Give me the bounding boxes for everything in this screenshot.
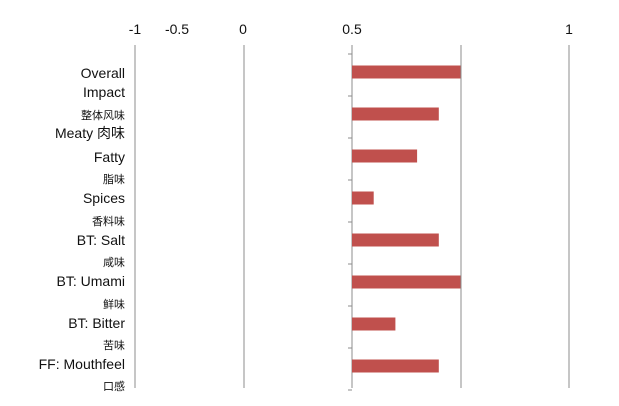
bar (352, 65, 461, 79)
category-label: BT: Salt (77, 232, 125, 248)
category-label-zh: 咸味 (103, 256, 125, 269)
bar (352, 107, 439, 121)
bar (352, 359, 439, 373)
x-tick-label: 1 (565, 21, 573, 37)
bar (352, 233, 439, 247)
category-label-zh: 脂味 (103, 172, 125, 186)
category-label: BT: Umami (57, 273, 125, 289)
category-label-zh: 口感 (103, 380, 125, 393)
x-tick-label: -1 (129, 21, 142, 37)
category-label: Fatty (94, 149, 125, 165)
category-label-zh: 整体风味 (81, 108, 125, 122)
category-label-zh: 鲜味 (103, 297, 125, 311)
category-label: Meaty 肉味 (55, 125, 125, 141)
category-label-zh: 香料味 (92, 214, 125, 228)
bar (352, 275, 461, 289)
bar (352, 317, 396, 331)
bar (352, 149, 418, 163)
category-label-zh: 苦味 (103, 339, 125, 352)
x-tick-label: 0 (239, 21, 247, 37)
category-label: Spices (83, 190, 125, 206)
x-tick-label: 0.5 (342, 21, 362, 37)
bar (352, 191, 374, 205)
category-label: FF: Mouthfeel (39, 356, 125, 372)
category-label: Impact (83, 84, 125, 100)
category-label: BT: Bitter (68, 315, 125, 331)
category-label: Overall (81, 65, 125, 81)
x-tick-label: -0.5 (165, 21, 189, 37)
